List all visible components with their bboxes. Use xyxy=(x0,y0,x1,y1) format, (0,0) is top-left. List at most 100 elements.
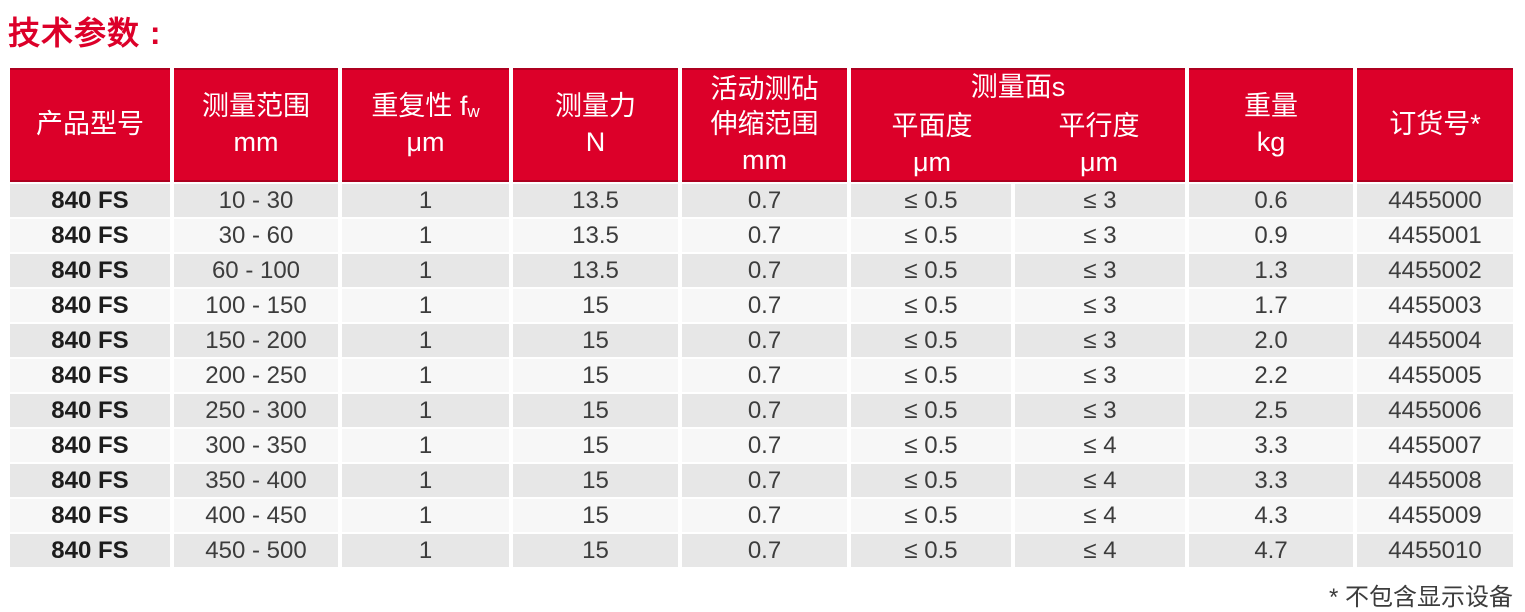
header-unit: N xyxy=(585,127,606,157)
catalog-page: 技术参数 : 产品型号 测量范围 mm 重复性 fw μm xyxy=(0,8,1525,611)
table-row: 840 FS 10 - 30 1 13.5 0.7 ≤ 0.5 ≤ 3 0.6 4455000 xyxy=(10,183,1513,219)
cell-parallelism: ≤ 3 xyxy=(1011,323,1187,359)
cell-range: 300 - 350 xyxy=(170,428,340,464)
table-header: 产品型号 测量范围 mm 重复性 fw μm 测量力 N 活动测砧 伸缩范围 xyxy=(10,68,1513,184)
header-label: 测量范围 xyxy=(202,91,310,122)
cell-range: 350 - 400 xyxy=(170,463,340,499)
cell-repeatability: 1 xyxy=(338,463,511,499)
page-title: 技术参数 : xyxy=(8,15,162,51)
cell-weight: 1.3 xyxy=(1185,253,1355,289)
cell-flatness: ≤ 0.5 xyxy=(847,323,1013,359)
col-header-measuring-force: 测量力 N xyxy=(509,68,680,184)
cell-force: 15 xyxy=(509,358,680,394)
cell-model: 840 FS xyxy=(10,428,172,464)
cell-parallelism: ≤ 3 xyxy=(1011,253,1187,289)
cell-order: 4455004 xyxy=(1353,323,1513,359)
cell-force: 13.5 xyxy=(509,183,680,219)
cell-parallelism: ≤ 3 xyxy=(1011,218,1187,254)
cell-force: 15 xyxy=(509,323,680,359)
cell-anvil: 0.7 xyxy=(678,463,849,499)
cell-anvil: 0.7 xyxy=(678,393,849,429)
cell-weight: 4.7 xyxy=(1185,533,1355,569)
cell-flatness: ≤ 0.5 xyxy=(847,463,1013,499)
cell-repeatability: 1 xyxy=(338,428,511,464)
cell-repeatability: 1 xyxy=(338,183,511,219)
cell-range: 450 - 500 xyxy=(170,533,340,569)
table-row: 840 FS 300 - 350 1 15 0.7 ≤ 0.5 ≤ 4 3.3 4455007 xyxy=(10,428,1513,464)
header-label: 平行度 xyxy=(1058,111,1140,142)
cell-weight: 2.0 xyxy=(1185,323,1355,359)
table-row: 840 FS 30 - 60 1 13.5 0.7 ≤ 0.5 ≤ 3 0.9 4455001 xyxy=(10,218,1513,254)
footnote: * 不包含显示设备 xyxy=(1328,584,1513,611)
cell-anvil: 0.7 xyxy=(678,323,849,359)
cell-order: 4455010 xyxy=(1353,533,1513,569)
header-unit: kg xyxy=(1256,127,1286,157)
cell-model: 840 FS xyxy=(10,533,172,569)
header-unit: μm xyxy=(912,147,952,177)
cell-model: 840 FS xyxy=(10,253,172,289)
header-unit: mm xyxy=(233,127,279,157)
cell-parallelism: ≤ 4 xyxy=(1011,533,1187,569)
cell-range: 150 - 200 xyxy=(170,323,340,359)
cell-force: 15 xyxy=(509,428,680,464)
cell-force: 15 xyxy=(509,498,680,534)
cell-order: 4455008 xyxy=(1353,463,1513,499)
cell-order: 4455002 xyxy=(1353,253,1513,289)
cell-parallelism: ≤ 3 xyxy=(1011,358,1187,394)
cell-model: 840 FS xyxy=(10,393,172,429)
cell-repeatability: 1 xyxy=(338,323,511,359)
table-body: 840 FS 10 - 30 1 13.5 0.7 ≤ 0.5 ≤ 3 0.6 4455000 8… xyxy=(10,183,1513,569)
header-unit: mm xyxy=(742,144,787,175)
cell-anvil: 0.7 xyxy=(678,428,849,464)
cell-order: 4455003 xyxy=(1353,288,1513,324)
header-label: 重量 xyxy=(1244,91,1298,122)
cell-weight: 4.3 xyxy=(1185,498,1355,534)
cell-anvil: 0.7 xyxy=(678,218,849,254)
cell-repeatability: 1 xyxy=(338,498,511,534)
header-subscript: w xyxy=(467,102,480,122)
cell-anvil: 0.7 xyxy=(678,183,849,219)
cell-force: 13.5 xyxy=(509,218,680,254)
cell-weight: 2.5 xyxy=(1185,393,1355,429)
table-row: 840 FS 60 - 100 1 13.5 0.7 ≤ 0.5 ≤ 3 1.3 4455002 xyxy=(10,253,1513,289)
cell-parallelism: ≤ 3 xyxy=(1011,183,1187,219)
cell-model: 840 FS xyxy=(10,218,172,254)
cell-range: 400 - 450 xyxy=(170,498,340,534)
cell-range: 10 - 30 xyxy=(170,183,340,219)
cell-range: 60 - 100 xyxy=(170,253,340,289)
cell-weight: 3.3 xyxy=(1185,428,1355,464)
col-header-flatness: 平面度 μm xyxy=(847,108,1013,184)
cell-parallelism: ≤ 4 xyxy=(1011,428,1187,464)
cell-flatness: ≤ 0.5 xyxy=(847,498,1013,534)
header-label: 伸缩范围 xyxy=(710,109,819,140)
table-row: 840 FS 100 - 150 1 15 0.7 ≤ 0.5 ≤ 3 1.7 4455003 xyxy=(10,288,1513,324)
cell-order: 4455009 xyxy=(1353,498,1513,534)
col-header-order-number: 订货号* xyxy=(1353,68,1513,184)
table-row: 840 FS 350 - 400 1 15 0.7 ≤ 0.5 ≤ 4 3.3 4455008 xyxy=(10,463,1513,499)
header-unit: μm xyxy=(1079,147,1119,177)
cell-range: 100 - 150 xyxy=(170,288,340,324)
table-row: 840 FS 450 - 500 1 15 0.7 ≤ 0.5 ≤ 4 4.7 4455010 xyxy=(10,533,1513,569)
cell-repeatability: 1 xyxy=(338,533,511,569)
cell-range: 200 - 250 xyxy=(170,358,340,394)
cell-weight: 2.2 xyxy=(1185,358,1355,394)
col-header-anvil-range: 活动测砧 伸缩范围 mm xyxy=(678,68,849,184)
cell-order: 4455006 xyxy=(1353,393,1513,429)
header-label: 测量力 xyxy=(555,91,636,122)
header-label: 活动测砧 xyxy=(710,73,819,104)
col-header-weight: 重量 kg xyxy=(1185,68,1355,184)
table-row: 840 FS 250 - 300 1 15 0.7 ≤ 0.5 ≤ 3 2.5 4455006 xyxy=(10,393,1513,429)
cell-weight: 3.3 xyxy=(1185,463,1355,499)
cell-anvil: 0.7 xyxy=(678,253,849,289)
cell-order: 4455001 xyxy=(1353,218,1513,254)
cell-flatness: ≤ 0.5 xyxy=(847,358,1013,394)
cell-repeatability: 1 xyxy=(338,358,511,394)
cell-parallelism: ≤ 3 xyxy=(1011,288,1187,324)
cell-parallelism: ≤ 3 xyxy=(1011,393,1187,429)
cell-model: 840 FS xyxy=(10,183,172,219)
cell-flatness: ≤ 0.5 xyxy=(847,533,1013,569)
cell-weight: 0.6 xyxy=(1185,183,1355,219)
cell-parallelism: ≤ 4 xyxy=(1011,463,1187,499)
cell-repeatability: 1 xyxy=(338,253,511,289)
cell-range: 30 - 60 xyxy=(170,218,340,254)
